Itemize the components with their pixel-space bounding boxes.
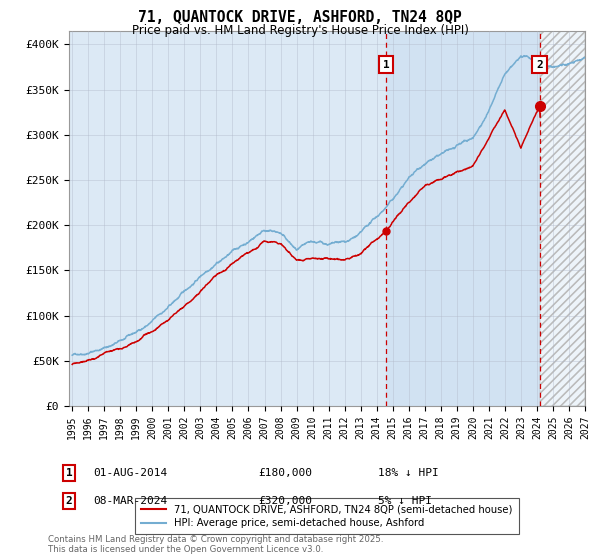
Text: Contains HM Land Registry data © Crown copyright and database right 2025.
This d: Contains HM Land Registry data © Crown c… <box>48 535 383 554</box>
Text: 08-MAR-2024: 08-MAR-2024 <box>93 496 167 506</box>
Text: 01-AUG-2014: 01-AUG-2014 <box>93 468 167 478</box>
Text: 2: 2 <box>536 59 543 69</box>
Text: Price paid vs. HM Land Registry's House Price Index (HPI): Price paid vs. HM Land Registry's House … <box>131 24 469 37</box>
Text: 1: 1 <box>65 468 73 478</box>
Text: 2: 2 <box>65 496 73 506</box>
Bar <box>539 31 585 406</box>
Bar <box>539 31 585 406</box>
Text: 5% ↓ HPI: 5% ↓ HPI <box>378 496 432 506</box>
Text: 71, QUANTOCK DRIVE, ASHFORD, TN24 8QP: 71, QUANTOCK DRIVE, ASHFORD, TN24 8QP <box>138 10 462 25</box>
Legend: 71, QUANTOCK DRIVE, ASHFORD, TN24 8QP (semi-detached house), HPI: Average price,: 71, QUANTOCK DRIVE, ASHFORD, TN24 8QP (s… <box>136 498 518 534</box>
Text: 18% ↓ HPI: 18% ↓ HPI <box>378 468 439 478</box>
Text: 1: 1 <box>383 59 389 69</box>
Text: £180,000: £180,000 <box>258 468 312 478</box>
Text: £320,000: £320,000 <box>258 496 312 506</box>
Bar <box>386 31 539 406</box>
